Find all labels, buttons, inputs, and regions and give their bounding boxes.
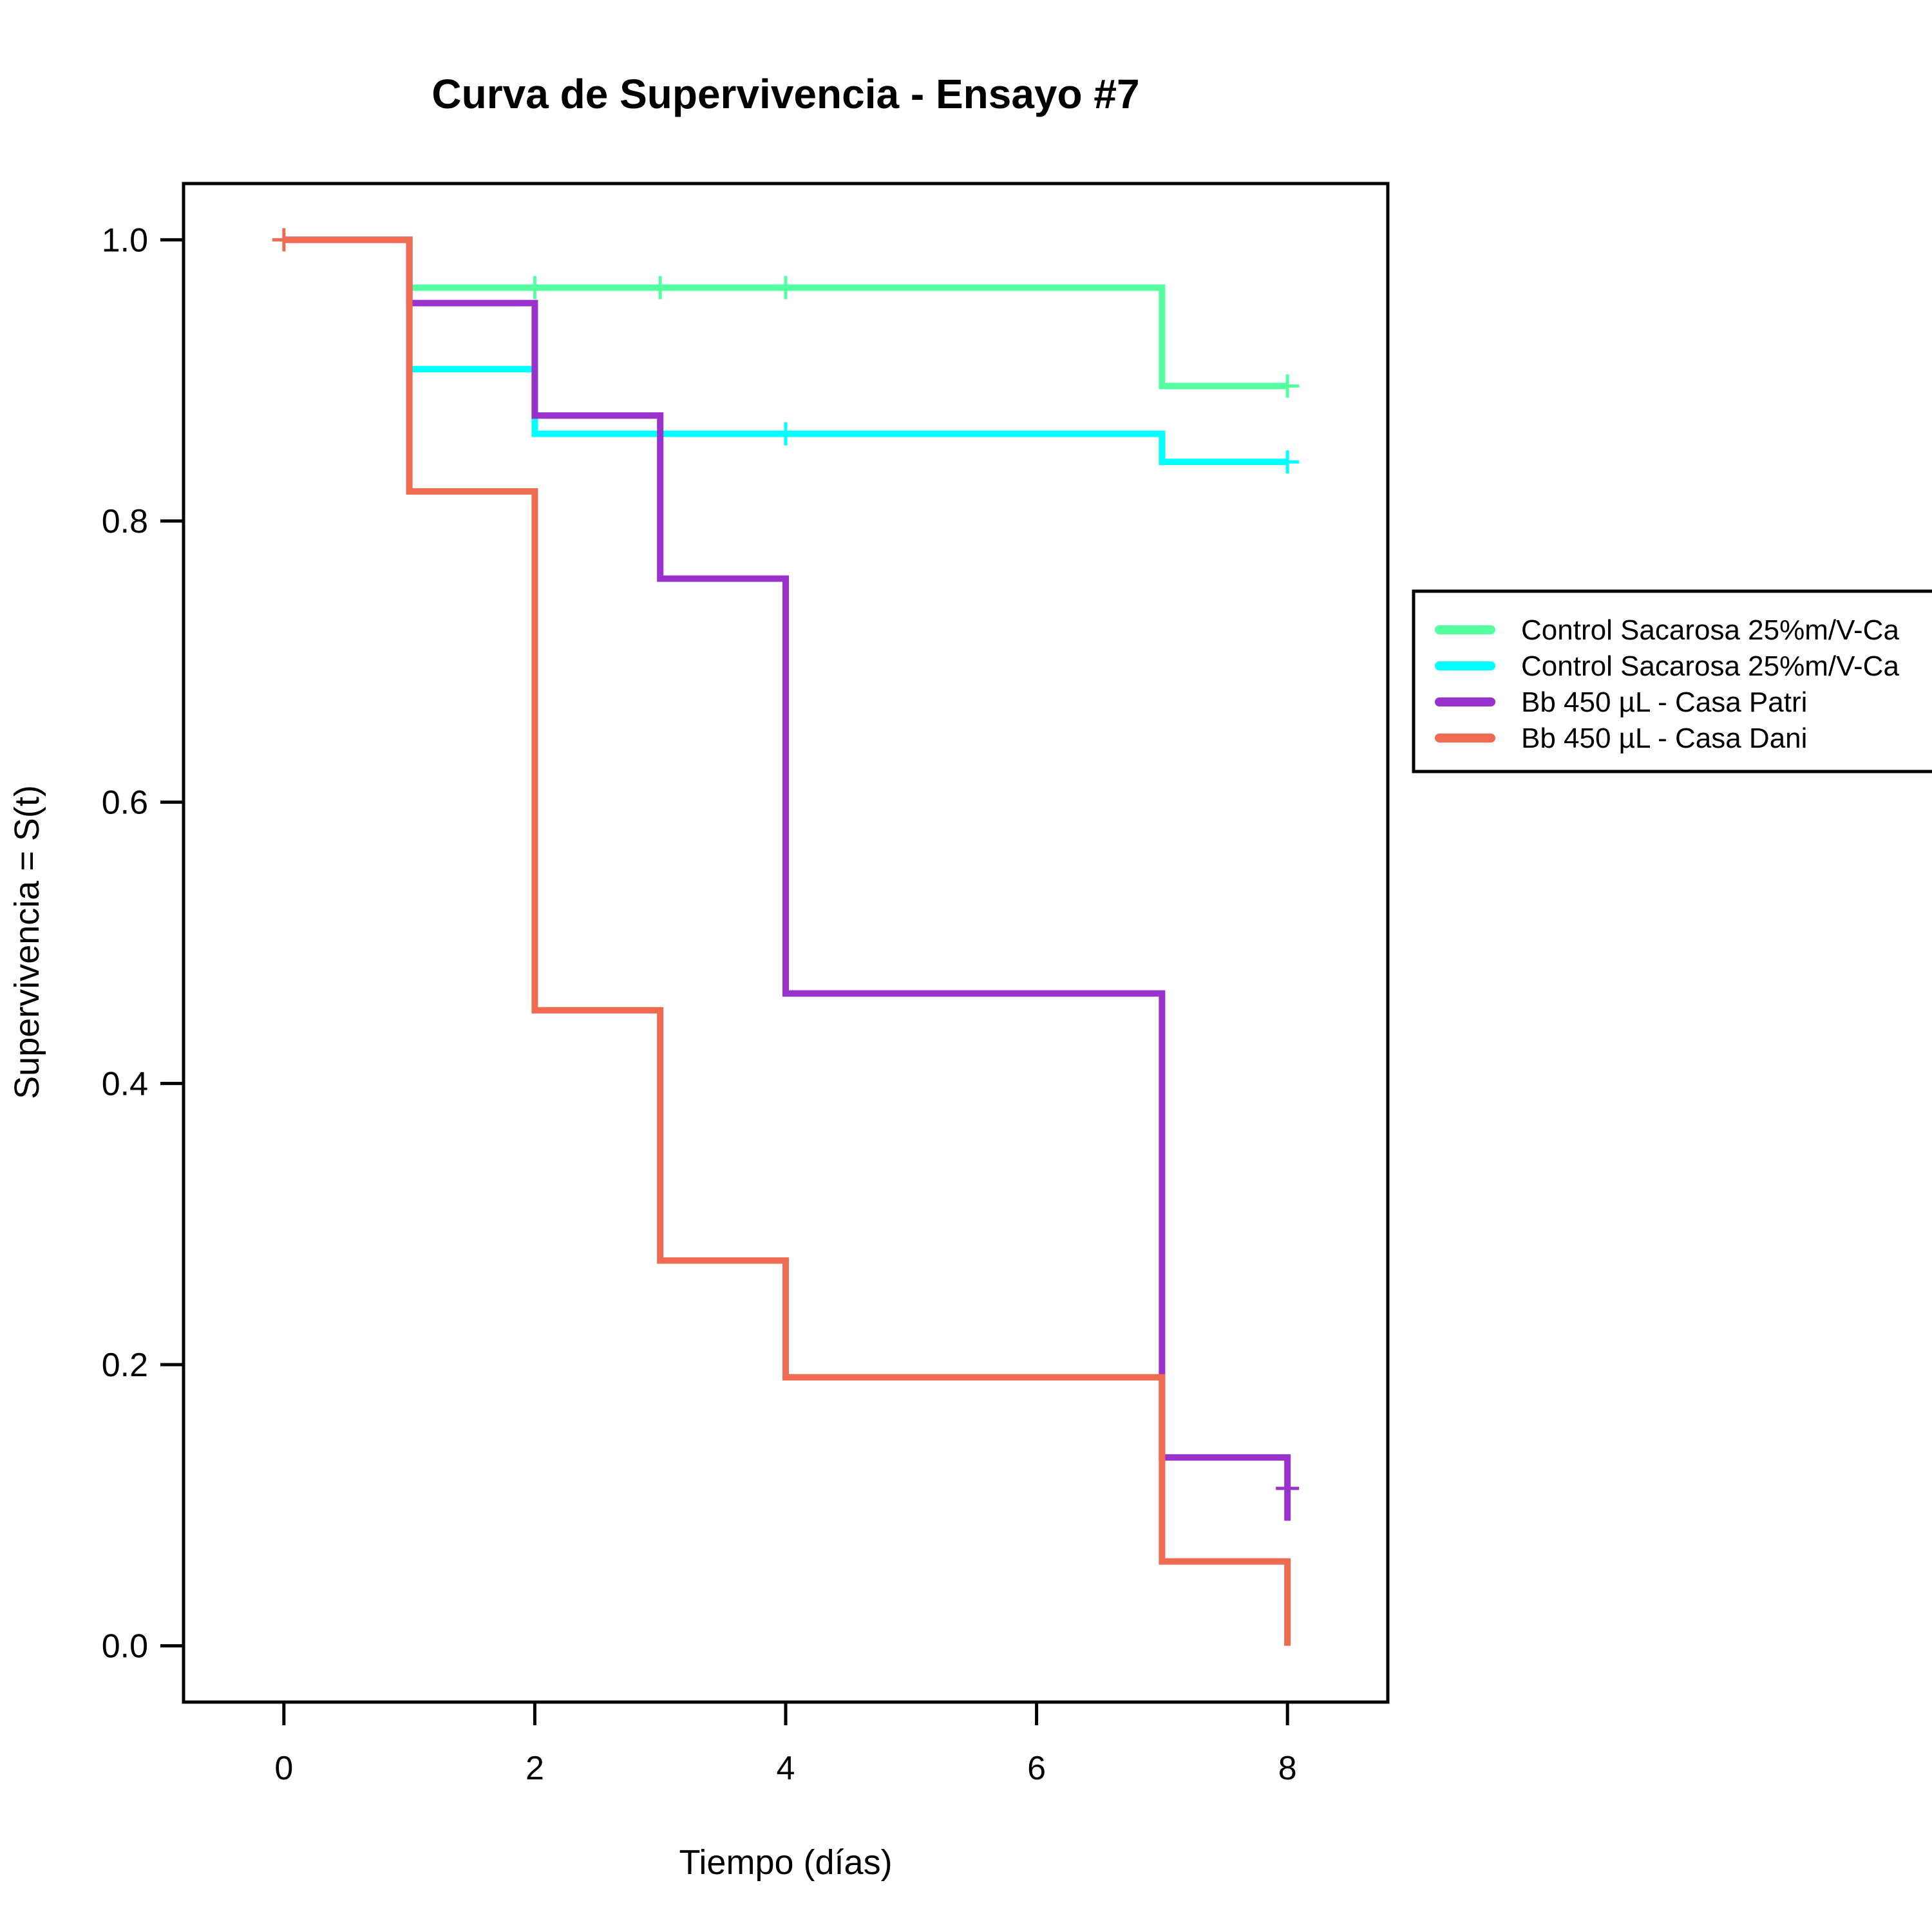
chart-title: Curva de Supervivencia - Ensayo #7	[431, 71, 1139, 117]
y-tick-label: 0.6	[102, 784, 148, 822]
x-tick-label: 4	[777, 1750, 795, 1787]
censor-mark	[774, 422, 797, 446]
censor-mark	[1276, 450, 1300, 474]
y-tick-label: 1.0	[102, 222, 148, 259]
y-axis: 0.0 0.2 0.4 0.6 0.8 1.0	[102, 222, 185, 1665]
x-axis-label: Tiempo (días)	[679, 1843, 892, 1882]
series-line-1	[283, 236, 1288, 390]
censor-mark	[649, 276, 672, 299]
legend-box	[1412, 589, 1932, 773]
censor-mark	[1276, 1477, 1300, 1501]
legend: Control Sacarosa 25%m/V-Ca Control Sacaro…	[1412, 589, 1932, 773]
censor-mark	[1276, 374, 1300, 398]
legend-label-4: Bb 450 µL - Casa Dani	[1521, 723, 1807, 754]
x-tick-label: 6	[1027, 1750, 1046, 1787]
x-axis: 0 2 4 6 8	[274, 1700, 1297, 1787]
censor-mark	[523, 276, 547, 299]
x-tick-label: 8	[1278, 1750, 1297, 1787]
y-tick-label: 0.0	[102, 1628, 148, 1665]
legend-label-1: Control Sacarosa 25%m/V-Ca	[1521, 614, 1899, 646]
series-line-4	[283, 236, 1291, 1646]
y-axis-label: Supervivencia = S(t)	[8, 785, 46, 1099]
x-tick-label: 2	[526, 1750, 544, 1787]
y-tick-label: 0.4	[102, 1065, 148, 1103]
y-tick-label: 0.2	[102, 1347, 148, 1384]
x-tick-label: 0	[274, 1750, 293, 1787]
legend-label-2: Control Sacarosa 25%m/V-Ca	[1521, 650, 1899, 682]
series-layer	[272, 228, 1300, 1646]
y-tick-label: 0.8	[102, 503, 148, 540]
legend-label-3: Bb 450 µL - Casa Patri	[1521, 687, 1807, 718]
censor-mark	[272, 228, 296, 252]
censor-mark	[774, 276, 797, 299]
